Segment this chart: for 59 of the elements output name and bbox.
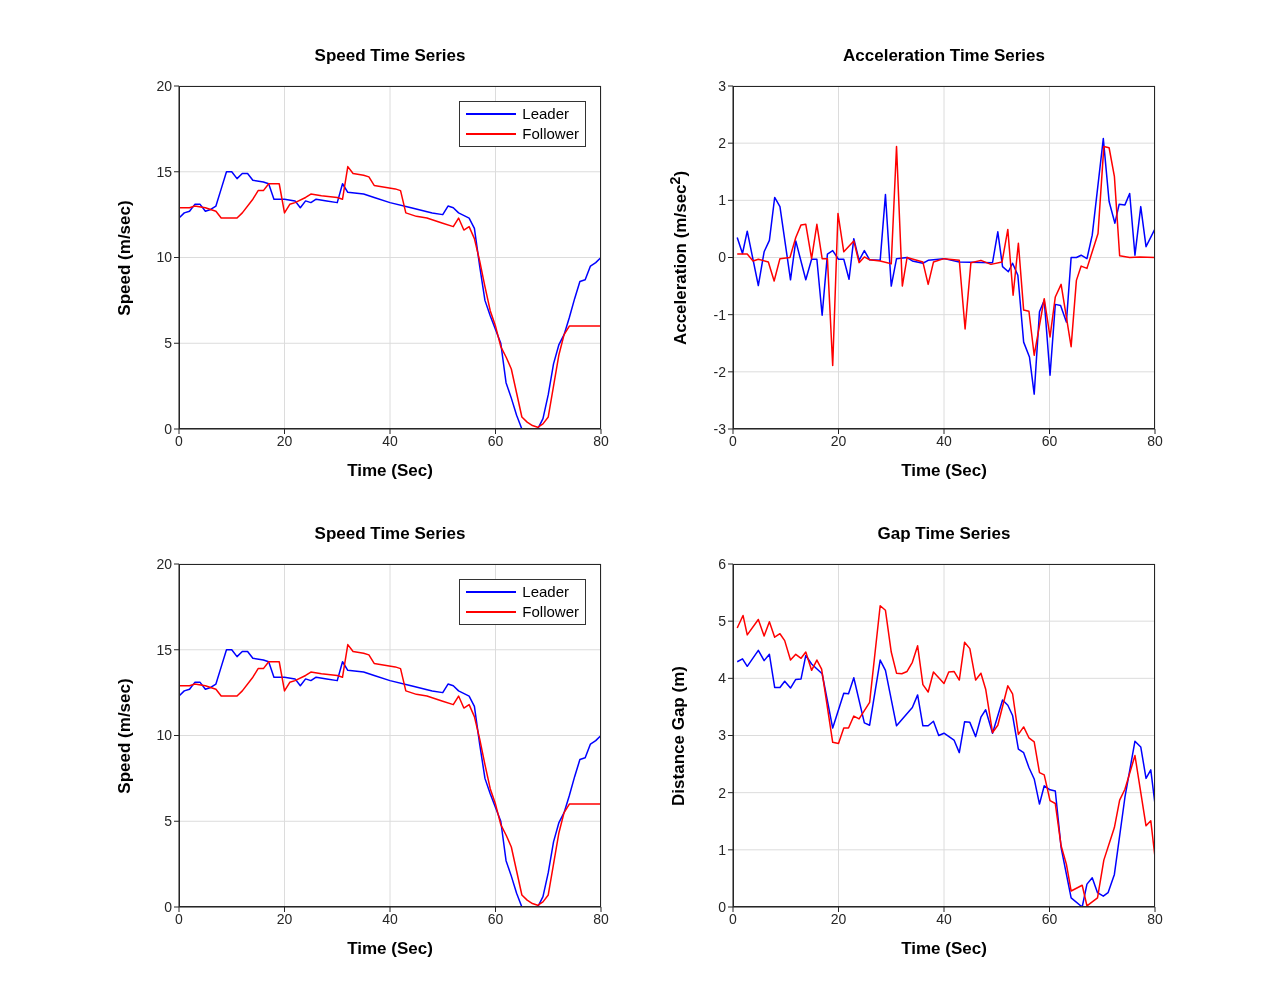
chart-title: Speed Time Series [313, 524, 467, 544]
x-tick-label: 80 [1147, 432, 1163, 449]
x-tick-label: 20 [276, 432, 293, 449]
x-tick-label: 20 [830, 432, 847, 449]
chart-title: Speed Time Series [313, 46, 467, 66]
y-axis-title: Speed (m/sec) [115, 677, 135, 794]
x-tick-label: 80 [1147, 910, 1163, 927]
x-tick-label: 0 [175, 432, 184, 449]
chart-title: Acceleration Time Series [842, 46, 1046, 66]
y-tick-label: 3 [718, 77, 727, 94]
x-tick-label: 80 [593, 432, 609, 449]
y-tick-label: 2 [718, 784, 727, 801]
x-tick-label: 60 [1041, 910, 1058, 927]
y-tick-label: 20 [156, 555, 173, 572]
x-tick-label: 80 [593, 910, 609, 927]
x-tick-label: 60 [487, 910, 504, 927]
chart-title: Gap Time Series [876, 524, 1012, 544]
y-tick-label: 15 [156, 163, 173, 180]
x-tick-label: 40 [382, 910, 398, 927]
x-tick-label: 60 [1041, 432, 1058, 449]
y-tick-label: 1 [718, 192, 727, 209]
y-tick-label: 4 [718, 670, 727, 687]
y-tick-label: 6 [718, 555, 727, 572]
legend-label: Leader [522, 582, 570, 602]
x-tick-label: 40 [382, 432, 398, 449]
y-tick-label: -3 [713, 420, 727, 437]
x-axis-title: Time (Sec) [346, 939, 434, 959]
y-axis-title: Speed (m/sec) [115, 199, 135, 316]
y-tick-label: 0 [164, 420, 173, 437]
legend-label: Leader [522, 104, 570, 124]
x-tick-label: 40 [936, 432, 952, 449]
y-tick-label: 3 [718, 727, 727, 744]
x-tick-label: 0 [729, 910, 738, 927]
x-tick-label: 0 [175, 910, 184, 927]
y-tick-label: -1 [713, 306, 727, 323]
y-tick-label: 0 [718, 898, 727, 915]
y-tick-label: 5 [164, 335, 173, 352]
y-tick-label: 10 [156, 727, 173, 744]
x-tick-label: 20 [830, 910, 847, 927]
x-tick-label: 20 [276, 910, 293, 927]
legend-label: Follower [522, 124, 579, 144]
y-tick-label: 0 [164, 898, 173, 915]
y-tick-label: 10 [156, 249, 173, 266]
x-axis-title: Time (Sec) [346, 461, 434, 481]
y-tick-label: 5 [718, 613, 727, 630]
y-tick-label: -2 [713, 363, 727, 380]
x-tick-label: 60 [487, 432, 504, 449]
x-tick-label: 40 [936, 910, 952, 927]
y-tick-label: 0 [718, 249, 727, 266]
x-axis-title: Time (Sec) [900, 939, 988, 959]
y-tick-label: 15 [156, 641, 173, 658]
x-tick-label: 0 [729, 432, 738, 449]
x-axis-title: Time (Sec) [900, 461, 988, 481]
y-tick-label: 5 [164, 813, 173, 830]
y-tick-label: 1 [718, 841, 727, 858]
legend-label: Follower [522, 602, 579, 622]
y-axis-title: Distance Gap (m) [669, 665, 689, 806]
y-tick-label: 20 [156, 77, 173, 94]
y-tick-label: 2 [718, 135, 727, 152]
